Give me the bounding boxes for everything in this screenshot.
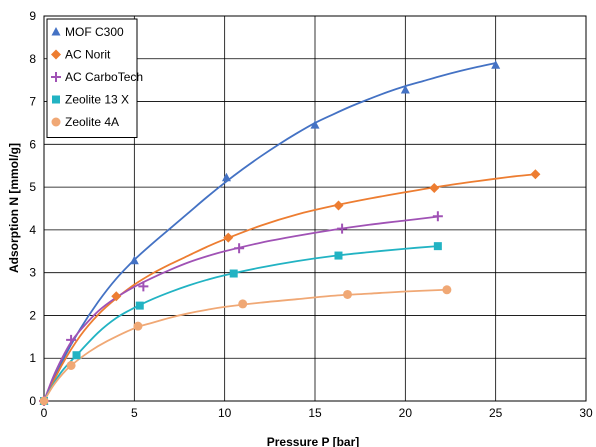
x-tick-label: 15 [308, 406, 322, 420]
legend-marker-mof-c300 [51, 27, 61, 36]
legend-label-mof-c300: MOF C300 [65, 25, 124, 39]
data-point-mof-c300 [129, 255, 139, 265]
series-line-mof-c300 [43, 62, 496, 402]
y-tick-label: 2 [29, 308, 36, 322]
data-point-ac-carbotech [234, 243, 245, 254]
y-tick-label: 3 [29, 266, 36, 280]
legend-label-ac-norit: AC Norit [65, 48, 111, 62]
data-point-zeolite-4a [39, 396, 49, 406]
legend-label-zeolite-13-x: Zeolite 13 X [65, 93, 129, 107]
legend-label-ac-carbotech: AC CarboTech [65, 70, 143, 84]
data-point-mof-c300 [310, 120, 320, 129]
data-point-mof-c300 [400, 85, 410, 94]
legend: MOF C300 AC Norit AC CarboTech Zeolite 13 X… [46, 18, 143, 138]
data-point-ac-norit [223, 232, 234, 243]
data-point-zeolite-13-x [72, 351, 81, 360]
data-point-zeolite-13-x [135, 301, 144, 310]
data-point-ac-norit [530, 169, 541, 180]
x-tick-label: 10 [218, 406, 232, 420]
y-tick-label: 4 [29, 223, 36, 237]
legend-label-zeolite-4a: Zeolite 4A [65, 115, 119, 129]
x-tick-label: 30 [579, 406, 593, 420]
y-tick-label: 1 [29, 351, 36, 365]
data-point-mof-c300 [491, 60, 501, 69]
series-markers [39, 60, 541, 406]
y-tick-label: 6 [29, 137, 36, 151]
y-axis-title: Adsorption N [mmol/g] [7, 143, 21, 273]
data-point-ac-norit [429, 182, 440, 193]
data-point-ac-carbotech [337, 223, 348, 234]
series-line-zeolite-13-x [43, 245, 438, 402]
data-point-zeolite-4a [343, 289, 353, 299]
axes [43, 15, 587, 402]
data-point-ac-carbotech [138, 281, 149, 292]
plot-border [43, 15, 587, 402]
y-tick-label: 7 [29, 95, 36, 109]
series-line-ac-norit [43, 173, 536, 402]
x-tick-label: 5 [131, 406, 138, 420]
data-point-ac-carbotech [66, 334, 77, 345]
y-tick-label: 5 [29, 180, 36, 194]
y-tick-label: 8 [29, 52, 36, 66]
data-point-zeolite-13-x [334, 251, 343, 260]
x-tick-label: 20 [399, 406, 413, 420]
x-axis-title: Pressure P [bar] [267, 435, 360, 447]
legend-marker-zeolite-4a [51, 117, 61, 127]
y-tick-label: 9 [29, 9, 36, 23]
legend-box [46, 18, 138, 138]
legend-marker-ac-norit [51, 49, 61, 60]
data-point-zeolite-4a [238, 299, 248, 309]
data-point-zeolite-4a [442, 285, 452, 295]
data-point-zeolite-4a [66, 360, 76, 370]
y-tick-label: 0 [29, 394, 36, 408]
x-tick-label: 25 [489, 406, 503, 420]
x-tick-label: 0 [41, 406, 48, 420]
data-point-mof-c300 [221, 172, 231, 182]
data-point-zeolite-13-x [229, 269, 238, 278]
data-point-zeolite-13-x [433, 242, 442, 251]
legend-marker-ac-carbotech [51, 72, 61, 82]
legend-marker-zeolite-13-x [52, 95, 60, 104]
tick-labels: 0 1 2 3 4 5 6 7 8 9 0 5 10 15 20 25 30 [29, 9, 593, 420]
data-point-ac-carbotech [432, 211, 443, 222]
data-point-ac-norit [333, 200, 344, 211]
data-point-zeolite-4a [133, 321, 143, 331]
data-point-ac-norit [111, 291, 122, 302]
